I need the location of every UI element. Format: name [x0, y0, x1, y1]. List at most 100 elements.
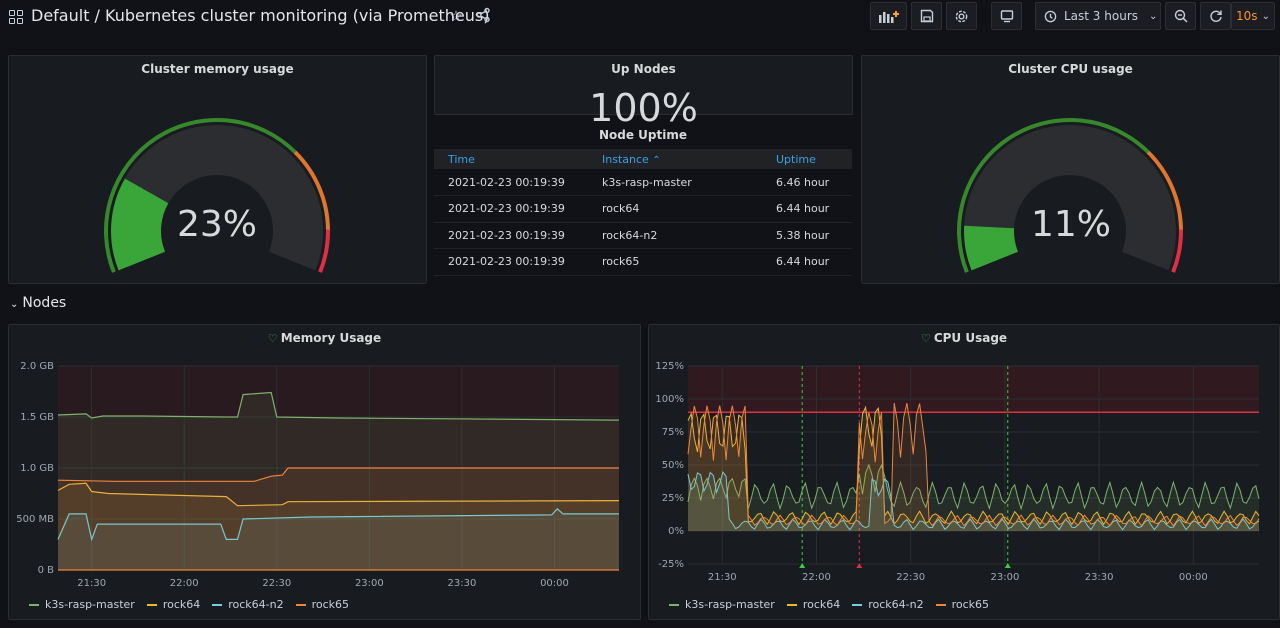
memory-chart-title: Memory Usage: [280, 331, 382, 345]
panel-title: ♡ Memory Usage: [9, 331, 640, 345]
legend-label: k3s-rasp-master: [685, 598, 775, 611]
series-area: [688, 472, 1259, 531]
row-header-nodes[interactable]: ⌄ Nodes: [10, 295, 66, 311]
legend-item[interactable]: rock64-n2: [212, 598, 284, 611]
gauge-value-arc: [964, 225, 1019, 271]
save-dashboard-button[interactable]: [911, 2, 942, 30]
legend-item[interactable]: k3s-rasp-master: [669, 598, 775, 611]
x-tick-label: 22:30: [262, 578, 291, 589]
share-icon[interactable]: [474, 7, 492, 25]
memory-usage-panel: ♡ Memory Usage 2.0 GB 1.5 GB 1.0 GB 500 MB 0 …: [8, 324, 641, 620]
x-tick-label: 22:30: [896, 572, 925, 583]
legend-swatch: [29, 603, 39, 606]
legend-label: rock64: [162, 598, 201, 611]
x-tick-label: 22:00: [802, 572, 831, 583]
x-tick-label: 23:30: [1085, 572, 1114, 583]
gauge-arcs: [104, 118, 330, 273]
y-tick-label: 2.0 GB: [20, 361, 54, 372]
threshold-arc-red: [1171, 229, 1183, 273]
series-line: [57, 482, 620, 507]
tv-mode-button[interactable]: [991, 2, 1022, 30]
column-header-uptime[interactable]: Uptime: [762, 149, 852, 169]
zoom-out-button[interactable]: [1165, 2, 1196, 30]
sort-ascending-icon: ⌃: [652, 154, 661, 166]
heart-icon: ♡: [267, 332, 278, 345]
y-tick-label: 0%: [668, 526, 684, 537]
up-nodes-panel: Up Nodes 100%: [434, 55, 853, 130]
chevron-down-icon: ⌄: [10, 299, 19, 310]
chevron-down-icon: ⌄: [1261, 10, 1270, 22]
legend-swatch: [852, 603, 863, 606]
legend-swatch: [786, 603, 797, 606]
cell-time: 2021-02-23 00:19:39: [434, 248, 588, 276]
y-tick-label: 1.0 GB: [20, 463, 54, 474]
refresh-interval-picker[interactable]: 10s ⌄: [1231, 2, 1275, 30]
legend-swatch: [935, 603, 946, 606]
series-area: [58, 392, 619, 570]
dashboard-title[interactable]: Default / Kubernetes cluster monitoring …: [31, 6, 490, 25]
column-header-instance[interactable]: Instance ⌃: [588, 149, 762, 169]
cpu-gauge: [957, 118, 1183, 273]
threshold-arc-green: [104, 118, 297, 273]
series-line: [57, 467, 619, 482]
legend-item[interactable]: rock64: [786, 598, 840, 611]
row-title: Nodes: [22, 295, 67, 311]
y-tick-label: 50%: [662, 460, 684, 471]
x-tick-label: 00:00: [540, 578, 569, 589]
legend-swatch: [146, 603, 157, 606]
x-tick-label: 23:30: [448, 578, 477, 589]
column-header-instance-label: Instance: [602, 152, 649, 166]
series-line: [687, 402, 1260, 527]
legend-item[interactable]: rock64-n2: [852, 598, 924, 611]
cpu-gauge-panel: Cluster CPU usage 11%: [861, 55, 1280, 284]
memory-gauge-value: 23%: [176, 204, 257, 245]
settings-gear-button[interactable]: [946, 2, 977, 30]
panel-title: Up Nodes: [611, 62, 676, 76]
legend-item[interactable]: rock65: [295, 598, 350, 611]
y-tick-label: 75%: [662, 427, 684, 438]
chevron-down-icon: ⌄: [1149, 10, 1158, 22]
refresh-interval-label: 10s: [1236, 9, 1258, 23]
legend-item[interactable]: k3s-rasp-master: [29, 598, 135, 611]
memory-gauge: [104, 118, 330, 273]
memory-usage-chart[interactable]: 2.0 GB 1.5 GB 1.0 GB 500 MB 0 B 21:30 22:00 22:…: [9, 325, 642, 621]
cpu-gauge-value: 11%: [1030, 204, 1111, 245]
cell-instance: rock65: [588, 248, 762, 276]
dashboards-grid-icon[interactable]: [9, 10, 23, 24]
threshold-arc-orange: [1146, 150, 1183, 230]
legend-item[interactable]: rock64: [146, 598, 201, 611]
table-row: 2021-02-23 00:19:39 rock64-n2 5.38 hour: [434, 222, 852, 249]
y-tick-label: 500 MB: [16, 514, 54, 525]
memory-gauge-panel: Cluster memory usage 23%: [8, 55, 427, 284]
clock-icon: [1044, 10, 1057, 22]
series-area: [58, 508, 619, 570]
chart-legend: k3s-rasp-master rock64 rock64-n2 rock65: [669, 598, 989, 611]
x-tick-label: 23:00: [990, 572, 1019, 583]
legend-item[interactable]: rock65: [935, 598, 989, 611]
panel-title: ♡ CPU Usage: [649, 331, 1279, 345]
y-tick-label: 125%: [655, 361, 684, 372]
refresh-button[interactable]: [1200, 2, 1231, 30]
series-line: [687, 470, 1260, 531]
x-tick-label: 23:00: [355, 578, 384, 589]
y-tick-label: 1.5 GB: [20, 412, 54, 423]
add-panel-button[interactable]: [870, 2, 907, 30]
cell-uptime: 6.46 hour: [762, 169, 852, 196]
gauge-arcs: [957, 118, 1183, 273]
column-header-time[interactable]: Time: [434, 149, 588, 169]
panel-title: Cluster CPU usage: [1008, 62, 1133, 76]
node-uptime-title: Node Uptime: [598, 128, 688, 142]
node-uptime-table: Time Instance ⌃ Uptime 2021-02-23 00:19:…: [434, 149, 852, 276]
y-tick-label: 100%: [655, 394, 684, 405]
legend-label: rock64-n2: [868, 598, 924, 611]
x-tick-label: 21:30: [708, 572, 737, 583]
time-range-picker[interactable]: Last 3 hours ⌄: [1035, 2, 1161, 30]
table-row: 2021-02-23 00:19:39 rock65 6.44 hour: [434, 248, 852, 276]
cell-time: 2021-02-23 00:19:39: [434, 222, 588, 249]
star-icon[interactable]: ☆: [449, 7, 463, 25]
y-tick-label: -25%: [658, 559, 684, 570]
cpu-usage-chart[interactable]: 125% 100% 75% 50% 25% 0% -25% 21:30 22:00 22:30 23…: [649, 325, 1280, 621]
annotation-marker: [1004, 563, 1011, 568]
legend-label: rock65: [311, 598, 350, 611]
threshold-arc-orange: [293, 150, 330, 230]
